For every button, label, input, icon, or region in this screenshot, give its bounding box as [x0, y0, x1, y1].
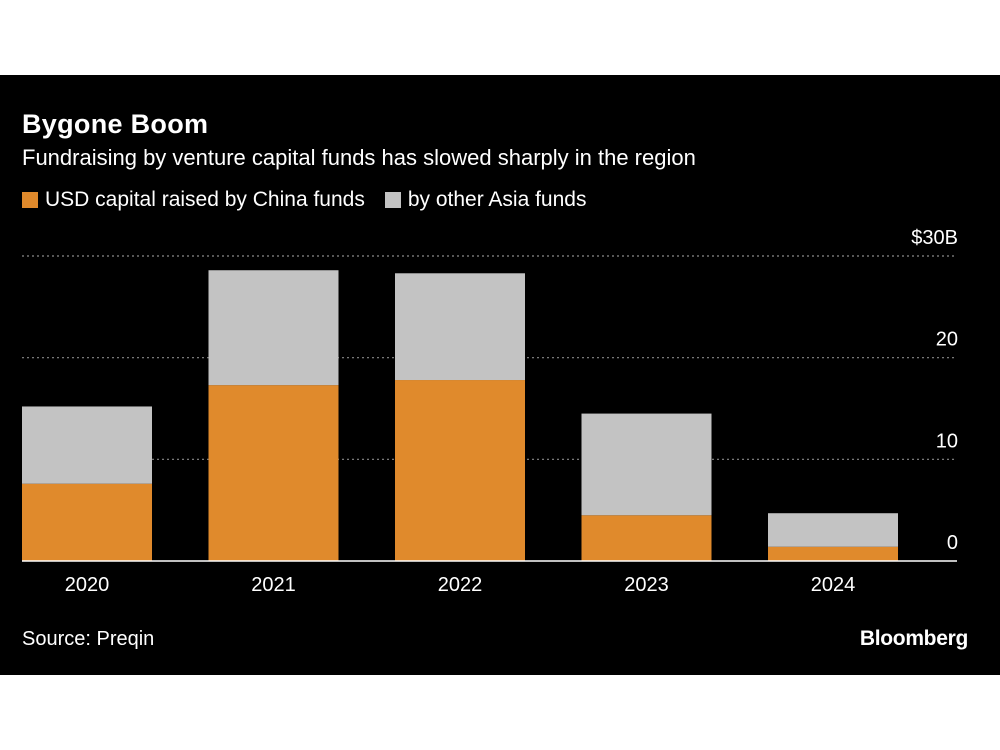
legend-item-other-asia: by other Asia funds: [384, 188, 587, 212]
stacked-bar-chart: 0 10 20 $30B 2020 2021 2022 2023 2024: [22, 227, 958, 596]
legend-label-other-asia: by other Asia funds: [407, 188, 587, 211]
bloomberg-logo: Bloomberg: [859, 627, 968, 650]
chart-card: Bygone Boom Fundraising by venture capit…: [0, 75, 1000, 675]
bar-other-asia: [395, 273, 525, 381]
bar-china: [581, 515, 712, 561]
y-tick-label: 10: [936, 430, 958, 452]
x-tick-label: 2020: [65, 574, 110, 596]
bar-china: [208, 385, 339, 561]
bar-other-asia: [22, 406, 152, 484]
bar-other-asia: [208, 270, 339, 386]
bar-china: [395, 380, 525, 561]
bar-china: [22, 483, 152, 561]
y-tick-label: 0: [947, 532, 958, 554]
x-tick-label: 2023: [624, 574, 669, 596]
chart-subtitle: Fundraising by venture capital funds has…: [22, 145, 696, 170]
source-note: Source: Preqin: [22, 628, 155, 650]
legend-swatch-china: [22, 192, 38, 208]
bar-other-asia: [581, 413, 712, 516]
legend-item-china: USD capital raised by China funds: [22, 188, 365, 212]
bar-other-asia: [768, 513, 898, 547]
bar-china: [768, 546, 898, 561]
y-tick-label: 20: [936, 329, 958, 351]
chart-legend: USD capital raised by China funds by oth…: [22, 188, 606, 212]
y-tick-label: $30B: [911, 227, 958, 249]
x-tick-label: 2021: [251, 574, 296, 596]
x-tick-label: 2022: [438, 574, 483, 596]
legend-swatch-other-asia: [384, 192, 401, 208]
legend-label-china: USD capital raised by China funds: [45, 188, 365, 211]
x-tick-label: 2024: [811, 574, 856, 596]
chart-title: Bygone Boom: [22, 109, 209, 139]
